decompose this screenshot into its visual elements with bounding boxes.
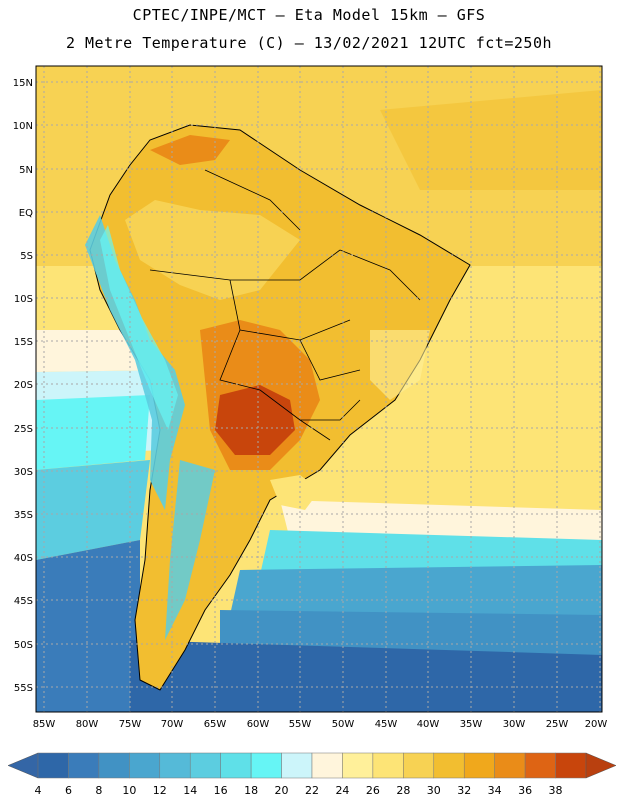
lon-label: 20W <box>585 719 608 730</box>
colorbar-cell <box>463 752 495 779</box>
map-title-line-2: 2 Metre Temperature (C) — 13/02/2021 12U… <box>65 34 553 52</box>
colorbar-cell <box>555 752 587 779</box>
lat-label: 20S <box>14 380 33 391</box>
colorbar-right-arrow <box>585 752 617 779</box>
lon-label: 30W <box>503 719 526 730</box>
colorbar-tick-label: 28 <box>396 784 410 797</box>
lon-label: 25W <box>546 719 569 730</box>
colorbar-cell <box>189 752 221 779</box>
colorbar-cell <box>494 752 526 779</box>
colorbar-tick-label: 10 <box>122 784 136 797</box>
temperature-field <box>36 66 602 712</box>
colorbar-tick-label: 14 <box>183 784 197 797</box>
colorbar-cell <box>159 752 191 779</box>
lat-label: 10N <box>13 121 33 132</box>
lon-label: 60W <box>247 719 270 730</box>
lon-label: 70W <box>161 719 184 730</box>
lat-label: 30S <box>14 467 33 478</box>
colorbar-tick-label: 12 <box>153 784 167 797</box>
lat-label: 5N <box>19 165 33 176</box>
colorbar-cell <box>372 752 404 779</box>
lon-label: 75W <box>119 719 142 730</box>
lat-label: 15S <box>14 337 33 348</box>
colorbar-cell <box>98 752 130 779</box>
colorbar-cell <box>342 752 374 779</box>
colorbar-cell <box>250 752 282 779</box>
longitude-labels: 85W 80W 75W 70W 65W 60W 55W 50W 45W 40W … <box>33 719 608 730</box>
lon-label: 40W <box>417 719 440 730</box>
colorbar-cell <box>68 752 100 779</box>
lat-label: 50S <box>14 640 33 651</box>
lat-label: 5S <box>20 251 33 262</box>
lon-label: 85W <box>33 719 56 730</box>
colorbar-cell <box>37 752 69 779</box>
colorbar-cell <box>524 752 556 779</box>
colorbar-tick-label: 32 <box>457 784 471 797</box>
lon-label: 50W <box>332 719 355 730</box>
lat-label: 15N <box>13 78 33 89</box>
graticule <box>36 66 602 712</box>
colorbar-tick-label: 24 <box>335 784 349 797</box>
lat-label: 25S <box>14 424 33 435</box>
map-frame <box>35 65 603 713</box>
colorbar-cell <box>129 752 161 779</box>
colorbar-tick-label: 26 <box>366 784 380 797</box>
lat-label: 40S <box>14 553 33 564</box>
map-title-line-1: CPTEC/INPE/MCT — Eta Model 15km — GFS <box>132 6 486 24</box>
latitude-labels: 15N 10N 5N EQ 5S 10S 15S 20S 25S 30S 35S… <box>13 78 33 694</box>
colorbar-tick-label: 8 <box>95 784 102 797</box>
lat-label: 45S <box>14 596 33 607</box>
colorbar-tick-label: 36 <box>518 784 532 797</box>
colorbar-cell <box>403 752 435 779</box>
colorbar-cell <box>281 752 313 779</box>
colorbar-cell <box>433 752 465 779</box>
colorbar-cell <box>220 752 252 779</box>
colorbar-tick-label: 22 <box>305 784 319 797</box>
colorbar-cell <box>311 752 343 779</box>
lat-label: 35S <box>14 510 33 521</box>
lat-label: 55S <box>14 683 33 694</box>
lat-label: 10S <box>14 294 33 305</box>
colorbar-tick-label: 38 <box>549 784 563 797</box>
colorbar-left-arrow <box>7 752 39 779</box>
colorbar-tick-label: 4 <box>35 784 42 797</box>
lon-label: 80W <box>76 719 99 730</box>
lon-label: 55W <box>289 719 312 730</box>
colorbar-tick-label: 18 <box>244 784 258 797</box>
colorbar: 4 6 8 10 12 14 16 18 20 22 24 26 28 30 32 34 36 38 <box>7 752 617 797</box>
colorbar-tick-label: 16 <box>214 784 228 797</box>
lat-label: EQ <box>19 208 33 219</box>
colorbar-tick-label: 20 <box>275 784 289 797</box>
lon-label: 45W <box>375 719 398 730</box>
colorbar-tick-label: 34 <box>488 784 502 797</box>
colorbar-tick-label: 30 <box>427 784 441 797</box>
lon-label: 35W <box>460 719 483 730</box>
lon-label: 65W <box>204 719 227 730</box>
colorbar-tick-label: 6 <box>65 784 72 797</box>
